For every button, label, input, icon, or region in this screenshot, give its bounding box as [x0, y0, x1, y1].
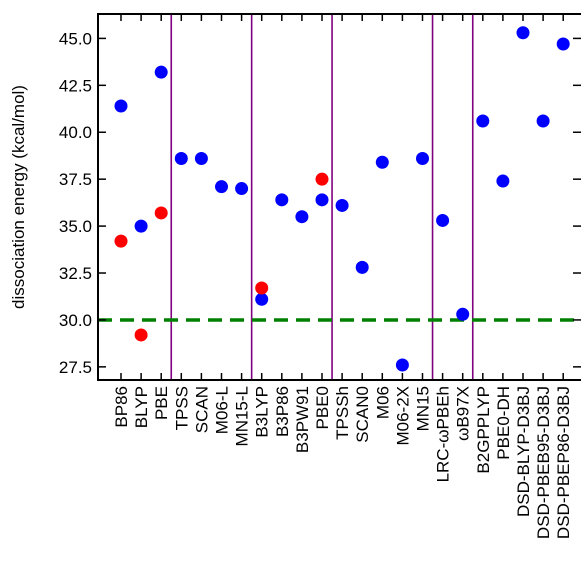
- x-tick-label: SCAN: [192, 386, 211, 433]
- x-tick-label: SCAN0: [353, 386, 372, 443]
- x-tick-label: DSD-PBEB95-D3BJ: [534, 386, 553, 539]
- x-tick-label: TPSS: [172, 386, 191, 430]
- data-point: [496, 174, 510, 188]
- data-point: [476, 114, 490, 128]
- data-point: [154, 206, 168, 220]
- data-point: [516, 26, 530, 40]
- data-point: [275, 193, 289, 207]
- y-tick-label: 32.5: [59, 264, 92, 283]
- data-point: [416, 152, 429, 166]
- x-tick-label: BP86: [112, 386, 131, 428]
- y-tick-label: 35.0: [59, 217, 92, 236]
- data-point: [255, 281, 269, 295]
- x-tick-label: PBE0: [313, 386, 332, 429]
- y-axis-label: dissociation energy (kcal/mol): [9, 85, 28, 309]
- data-point: [114, 234, 128, 248]
- x-tick-label: TPSSh: [333, 386, 352, 440]
- data-point: [355, 260, 369, 274]
- x-tick-label: M06: [373, 386, 392, 419]
- x-tick-label: PBE0-DH: [494, 386, 513, 460]
- data-point: [335, 198, 349, 212]
- y-tick-label: 42.5: [59, 76, 92, 95]
- data-point: [194, 152, 208, 166]
- x-tick-label: B2GPPLYP: [474, 386, 493, 474]
- x-tick-label: DSD-BLYP-D3BJ: [514, 386, 533, 517]
- x-tick-label: B3PW91: [293, 386, 312, 453]
- y-tick-label: 45.0: [59, 29, 92, 48]
- x-tick-label: M06-2X: [393, 386, 412, 446]
- x-tick-label: ωB97X: [454, 386, 473, 441]
- x-tick-label: DSD-PBEP86-D3BJ: [554, 386, 573, 539]
- y-axis-ticks: 27.5 30.0 32.5 35.0 37.5 40.0 42.5 45.0: [59, 29, 581, 377]
- data-points: [114, 26, 570, 372]
- x-tick-label: MN15: [414, 386, 433, 431]
- x-axis-ticks: BP86 BLYP PBE TPSS SCAN M06-L MN15-L B3LYP B3P86…: [112, 14, 573, 539]
- data-point: [235, 182, 249, 196]
- x-tick-label: LRC-ωPBEh: [434, 386, 453, 482]
- x-tick-label: BLYP: [132, 386, 151, 428]
- data-point: [315, 172, 329, 186]
- data-point: [395, 358, 409, 372]
- x-tick-label: M06-L: [213, 386, 232, 434]
- data-point: [436, 213, 450, 227]
- data-point: [215, 180, 228, 194]
- y-tick-label: 37.5: [59, 170, 92, 189]
- data-point: [536, 114, 550, 128]
- y-tick-label: 40.0: [59, 123, 92, 142]
- plot-frame: [97, 13, 581, 381]
- data-point: [315, 193, 329, 207]
- x-tick-label: PBE: [152, 386, 171, 420]
- x-tick-label: B3P86: [273, 386, 292, 437]
- data-point: [174, 152, 188, 166]
- x-tick-label: B3LYP: [253, 386, 272, 438]
- data-point: [556, 37, 570, 51]
- data-point: [295, 210, 309, 224]
- data-point: [456, 307, 470, 321]
- data-point: [154, 65, 168, 79]
- data-point: [114, 99, 128, 113]
- x-tick-label: MN15-L: [233, 386, 252, 446]
- y-tick-label: 30.0: [59, 311, 92, 330]
- data-point: [134, 328, 148, 342]
- data-point: [375, 155, 389, 169]
- y-tick-label: 27.5: [59, 358, 92, 377]
- data-point: [134, 219, 148, 233]
- data-point: [255, 292, 269, 306]
